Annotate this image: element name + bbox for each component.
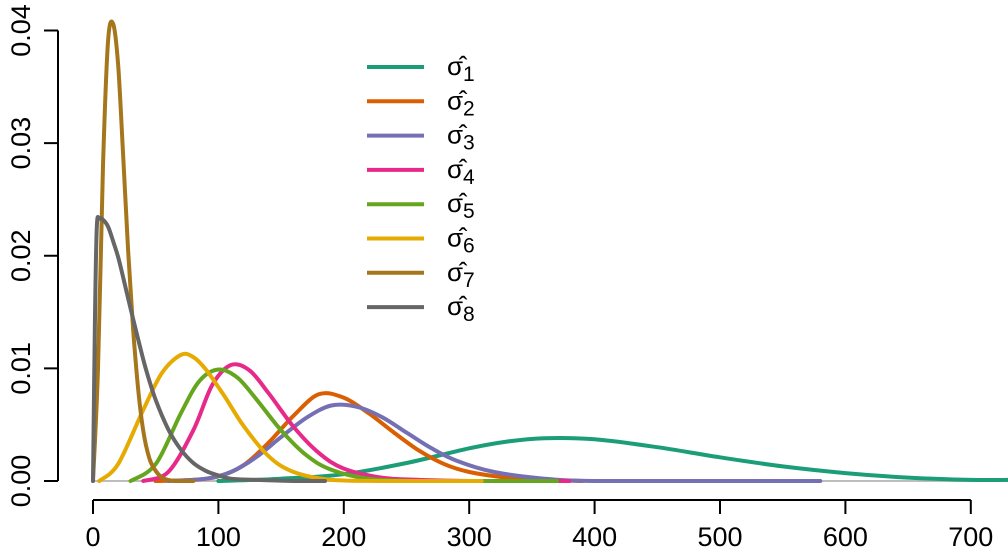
legend-label: σ̂7 (447, 257, 475, 292)
x-tick-label: 0 (85, 522, 100, 552)
x-tick-label: 400 (572, 522, 617, 552)
legend-label: σ̂2 (447, 85, 475, 120)
y-tick-label: 0.04 (6, 4, 36, 57)
y-tick-label: 0.00 (6, 455, 36, 508)
x-tick-label: 300 (447, 522, 492, 552)
series-line-2 (153, 391, 585, 483)
legend: σ̂1σ̂2σ̂3σ̂4σ̂5σ̂6σ̂7σ̂8 (367, 51, 475, 326)
series-line-8 (91, 215, 327, 483)
x-tick-label: 700 (948, 522, 993, 552)
legend-label: σ̂1 (447, 51, 475, 86)
series-line-3 (166, 402, 823, 484)
legend-label: σ̂6 (447, 223, 475, 258)
series-line-4 (141, 362, 572, 483)
x-tick-label: 200 (321, 522, 366, 552)
x-tick-label: 500 (697, 522, 742, 552)
x-tick-label: 100 (196, 522, 241, 552)
legend-label: σ̂4 (447, 154, 475, 189)
legend-label: σ̂5 (447, 188, 475, 223)
legend-label: σ̂3 (447, 120, 475, 155)
x-axis: 0 100 200 300 400 500 600 700 (85, 499, 993, 552)
y-axis: 0.00 0.01 0.02 0.03 0.04 (6, 4, 59, 508)
x-tick-label: 600 (823, 522, 868, 552)
series-lines (91, 19, 1008, 484)
series-line-6 (97, 351, 484, 483)
series-line-1 (216, 435, 1008, 483)
y-tick-label: 0.02 (6, 229, 36, 282)
legend-label: σ̂8 (447, 291, 475, 326)
series-line-7 (91, 19, 196, 483)
y-tick-label: 0.01 (6, 342, 36, 395)
y-tick-label: 0.03 (6, 117, 36, 170)
